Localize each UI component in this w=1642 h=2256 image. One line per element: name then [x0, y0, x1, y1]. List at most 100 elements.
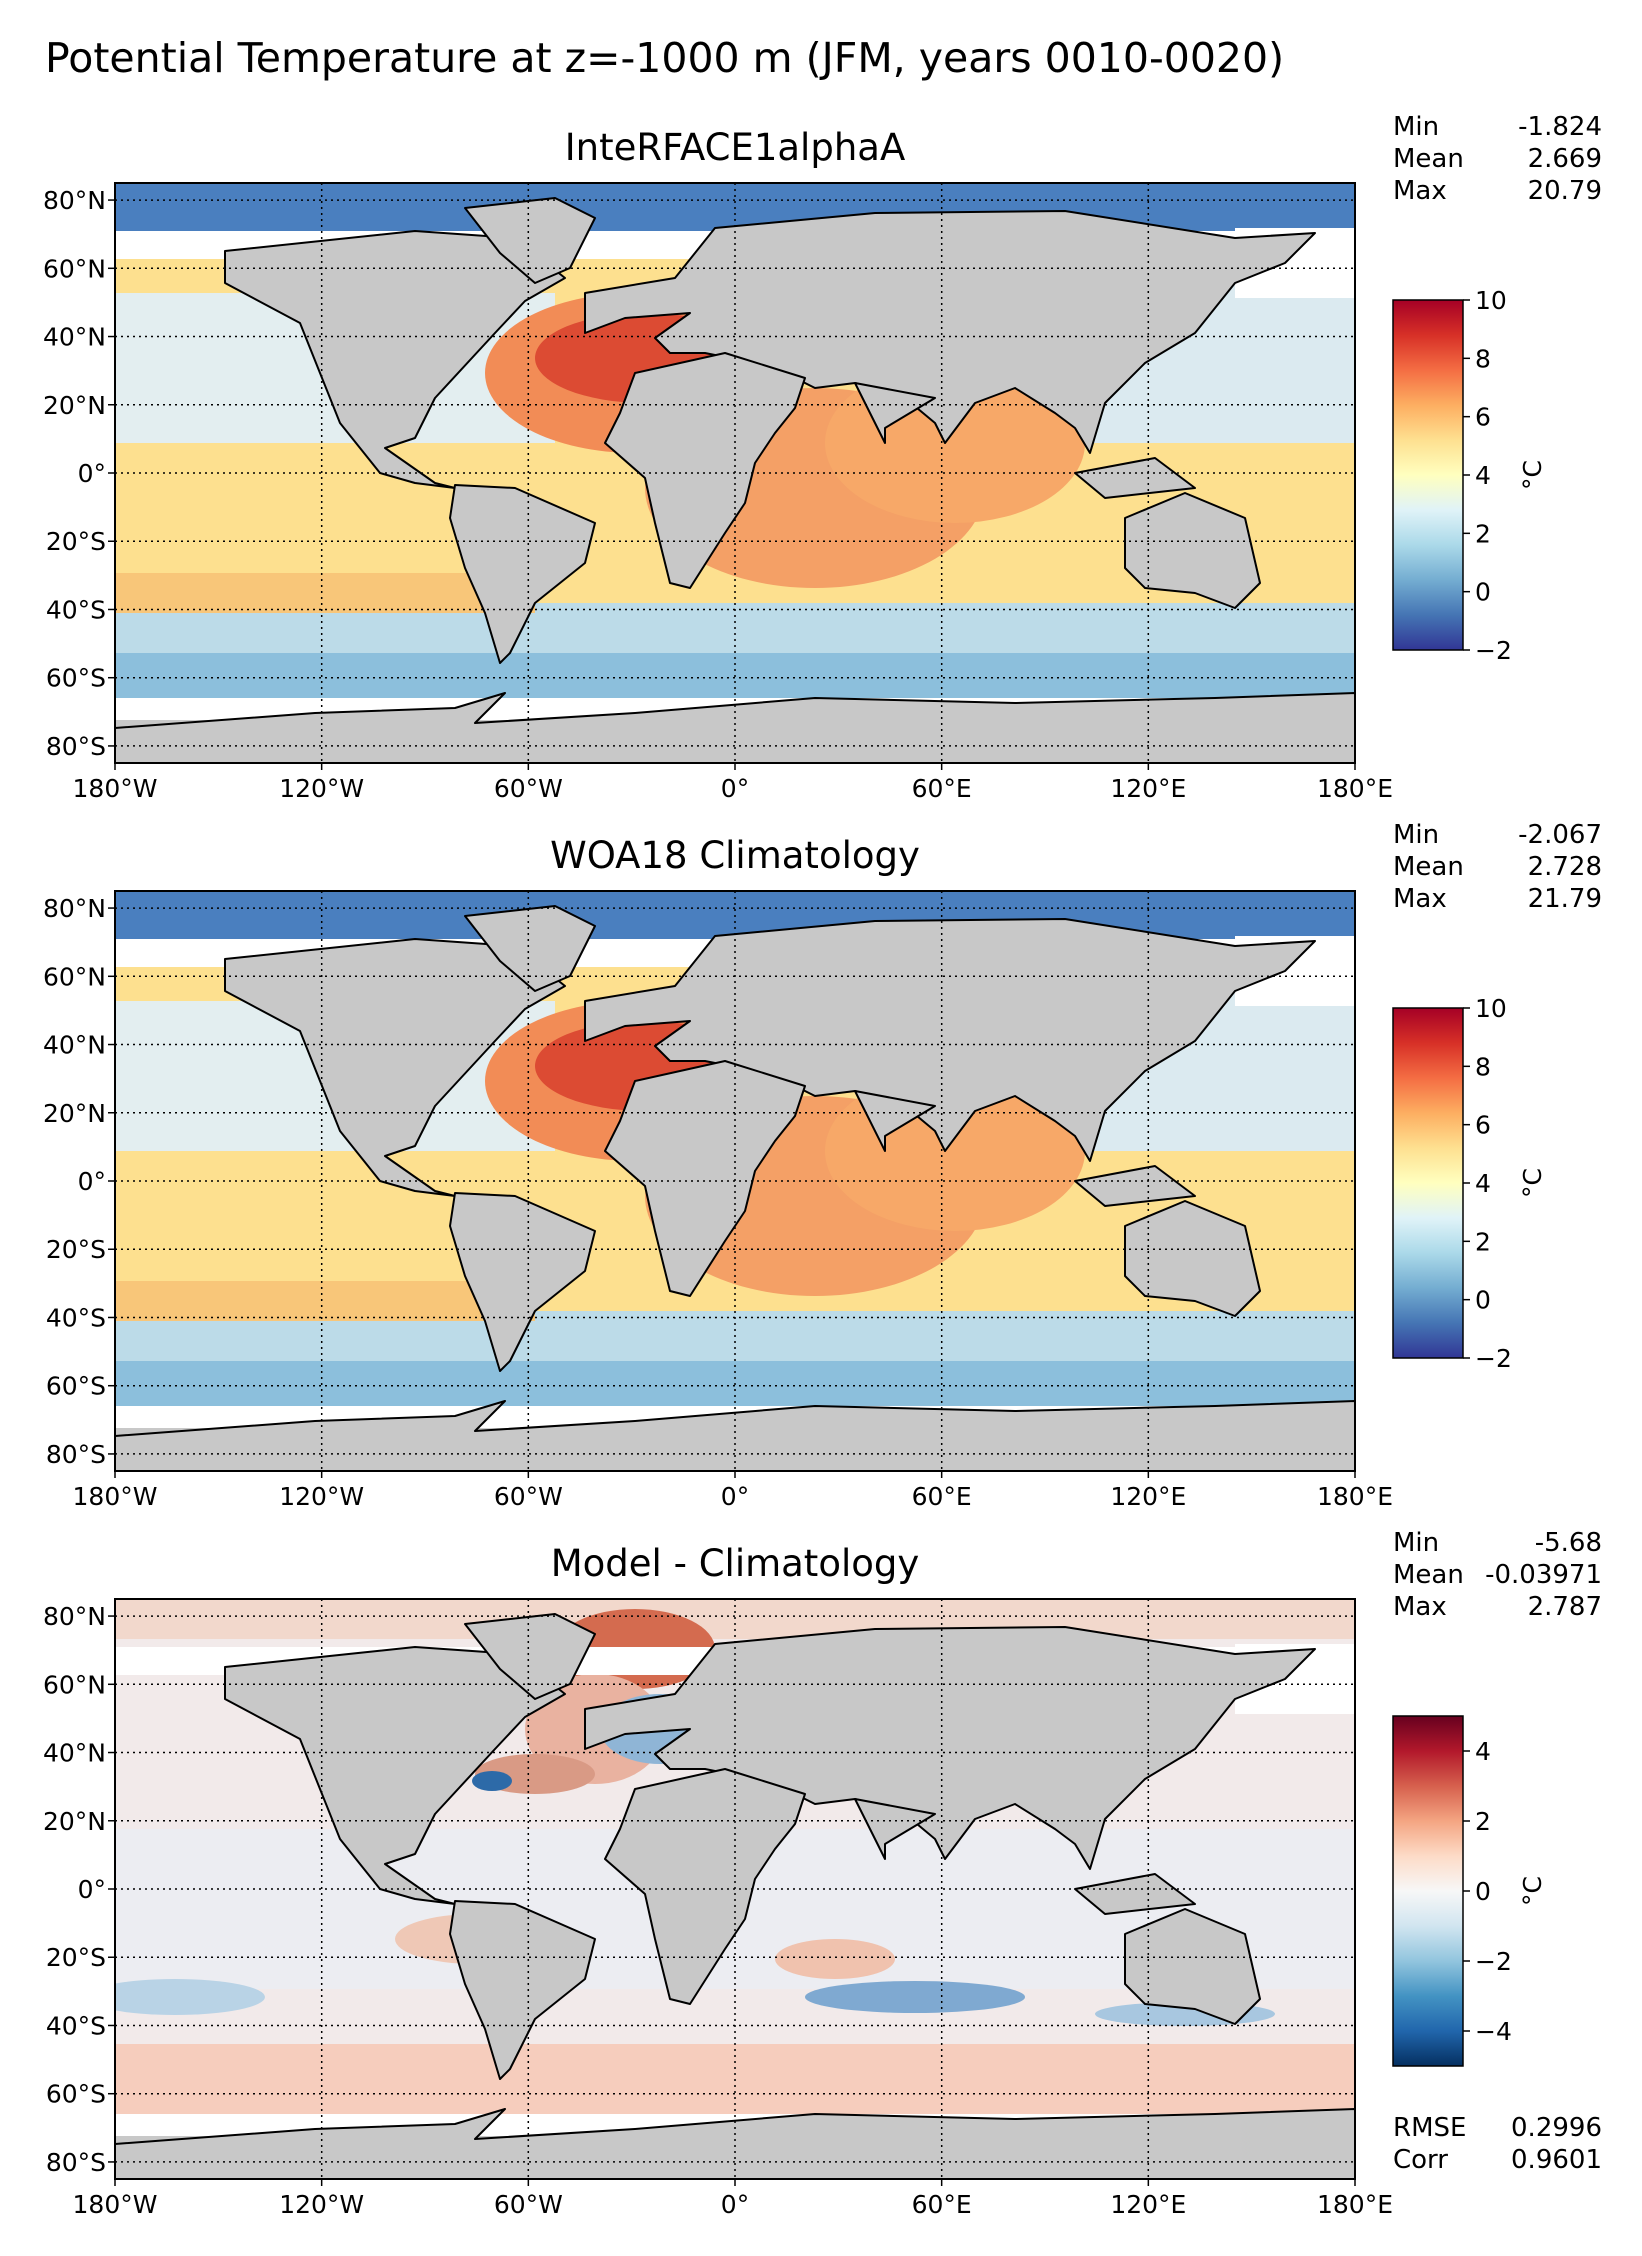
lat-tick-label: 40°N: [43, 1739, 106, 1768]
lat-tick-label: 40°N: [43, 1031, 106, 1060]
panel-model: InteRFACE1alphaA 80°N 60°N 40°N 20°N 0° 20°S 4…: [43, 112, 1602, 803]
lat-tick-label: 80°S: [46, 1440, 106, 1469]
colorbar-tick-label: 0: [1475, 1877, 1491, 1906]
lon-tick-label: 120°W: [279, 2190, 364, 2219]
lat-tick-label: 40°S: [46, 595, 106, 624]
lon-tick-label: 60°E: [912, 1482, 972, 1511]
colorbar-tick-label: 4: [1475, 1169, 1491, 1198]
lon-tick-label: 180°W: [73, 1482, 158, 1511]
stat-max-label: Max: [1393, 1592, 1447, 1622]
lat-tick-label: 40°S: [46, 2011, 106, 2040]
stat-min-value: -1.824: [1518, 112, 1602, 142]
figure-title: Potential Temperature at z=-1000 m (JFM,…: [45, 34, 1284, 82]
lon-tick-label: 120°E: [1110, 774, 1186, 803]
lon-axis: 180°W 120°W 60°W 0° 60°E 120°E 180°E: [73, 763, 1393, 803]
panel-climatology: WOA18 Climatology 80°N 60°N 40°N 20°N 0° 20°S…: [43, 820, 1602, 1511]
lon-tick-label: 180°E: [1317, 1482, 1393, 1511]
stat-mean-value: -0.03971: [1485, 1560, 1602, 1590]
colorbar-tick-label: 8: [1475, 344, 1491, 373]
lon-tick-label: 180°W: [73, 2190, 158, 2219]
panel-title: InteRFACE1alphaA: [565, 126, 906, 169]
lat-tick-label: 20°N: [43, 1099, 106, 1128]
lon-tick-label: 60°W: [494, 774, 563, 803]
colorbar-tick-label: −2: [1475, 1947, 1512, 1976]
colorbar-gradient: [1392, 1715, 1464, 2067]
colorbar-tick-label: 2: [1475, 519, 1491, 548]
metrics-box: RMSE 0.2996 Corr 0.9601: [1393, 2113, 1602, 2175]
lat-axis: 80°N 60°N 40°N 20°N 0° 20°S 40°S 60°S 80°S: [43, 1602, 115, 2177]
colorbar-gradient: [1392, 299, 1464, 651]
stats-box: Min -2.067 Mean 2.728 Max 21.79: [1393, 820, 1602, 914]
colorbar-unit-label: °C: [1518, 1876, 1547, 1906]
colorbar-tick-label: 2: [1475, 1227, 1491, 1256]
lon-tick-label: 180°E: [1317, 2190, 1393, 2219]
stat-mean-label: Mean: [1393, 1560, 1464, 1590]
stat-mean-value: 2.728: [1528, 852, 1602, 882]
lat-tick-label: 40°S: [46, 1303, 106, 1332]
colorbar-tick-label: −2: [1475, 1344, 1512, 1373]
lon-tick-label: 60°W: [494, 1482, 563, 1511]
metric-corr-value: 0.9601: [1511, 2145, 1602, 2175]
lon-tick-label: 0°: [721, 774, 749, 803]
lon-tick-label: 60°E: [912, 2190, 972, 2219]
lat-tick-label: 80°N: [43, 186, 106, 215]
lon-tick-label: 180°W: [73, 774, 158, 803]
lat-tick-label: 20°S: [46, 1943, 106, 1972]
panel-title: Model - Climatology: [551, 1542, 920, 1585]
stat-mean-value: 2.669: [1528, 144, 1602, 174]
stat-max-label: Max: [1393, 176, 1447, 206]
colorbar: 10 8 6 4 2 0 −2 °C: [1392, 286, 1547, 665]
colorbar-tick-label: 4: [1475, 1737, 1491, 1766]
lat-tick-label: 60°S: [46, 664, 106, 693]
metric-rmse-label: RMSE: [1393, 2113, 1466, 2143]
lon-tick-label: 120°E: [1110, 2190, 1186, 2219]
colorbar-tick-label: 2: [1475, 1807, 1491, 1836]
stat-min-value: -2.067: [1518, 820, 1602, 850]
lat-tick-label: 60°S: [46, 1372, 106, 1401]
map-area: [115, 183, 1355, 763]
colorbar-unit-label: °C: [1518, 460, 1547, 490]
lon-tick-label: 180°E: [1317, 774, 1393, 803]
lat-tick-label: 60°N: [43, 1670, 106, 1699]
lon-tick-label: 120°W: [279, 1482, 364, 1511]
stat-max-value: 2.787: [1528, 1592, 1602, 1622]
lat-tick-label: 0°: [78, 459, 106, 488]
panel-difference: Model - Climatology 80°N60°N40°N20°N0°20…: [43, 1528, 1602, 2219]
stat-min-label: Min: [1393, 112, 1439, 142]
lat-tick-label: 80°S: [46, 2148, 106, 2177]
colorbar-unit-label: °C: [1518, 1168, 1547, 1198]
lon-axis: 180°W 120°W 60°W 0° 60°E 120°E 180°E: [73, 1471, 1393, 1511]
stat-min-label: Min: [1393, 820, 1439, 850]
metric-rmse-value: 0.2996: [1511, 2113, 1602, 2143]
lat-axis: 80°N 60°N 40°N 20°N 0° 20°S 40°S 60°S 80°S: [43, 186, 115, 761]
colorbar-tick-label: −4: [1475, 2017, 1512, 2046]
stat-min-label: Min: [1393, 1528, 1439, 1558]
colorbar: 10 8 6 4 2 0 −2 °C: [1392, 994, 1547, 1373]
lat-tick-label: 20°S: [46, 1235, 106, 1264]
lat-tick-label: 40°N: [43, 323, 106, 352]
map-area: [115, 891, 1355, 1471]
lat-axis: 80°N 60°N 40°N 20°N 0° 20°S 40°S 60°S 80°S: [43, 894, 115, 1469]
stat-max-label: Max: [1393, 884, 1447, 914]
colorbar-gradient: [1392, 1007, 1464, 1359]
colorbar-tick-label: 8: [1475, 1052, 1491, 1081]
lon-tick-label: 60°E: [912, 774, 972, 803]
stats-box: Min -1.824 Mean 2.669 Max 20.79: [1393, 112, 1602, 206]
map-area: [115, 1599, 1355, 2179]
colorbar-tick-label: −2: [1475, 636, 1512, 665]
colorbar-tick-label: 10: [1475, 994, 1507, 1023]
stats-box: Min -5.68 Mean -0.03971 Max 2.787: [1393, 1528, 1602, 1622]
lat-tick-label: 80°N: [43, 1602, 106, 1631]
metric-corr-label: Corr: [1393, 2145, 1448, 2175]
lon-tick-label: 0°: [721, 1482, 749, 1511]
lon-tick-label: 60°W: [494, 2190, 563, 2219]
stat-max-value: 20.79: [1528, 176, 1602, 206]
stat-min-value: -5.68: [1535, 1528, 1602, 1558]
stat-max-value: 21.79: [1528, 884, 1602, 914]
lat-tick-label: 60°N: [43, 254, 106, 283]
colorbar-tick-label: 10: [1475, 286, 1507, 315]
colorbar-tick-label: 4: [1475, 461, 1491, 490]
lat-tick-label: 20°N: [43, 391, 106, 420]
lat-tick-label: 20°S: [46, 527, 106, 556]
